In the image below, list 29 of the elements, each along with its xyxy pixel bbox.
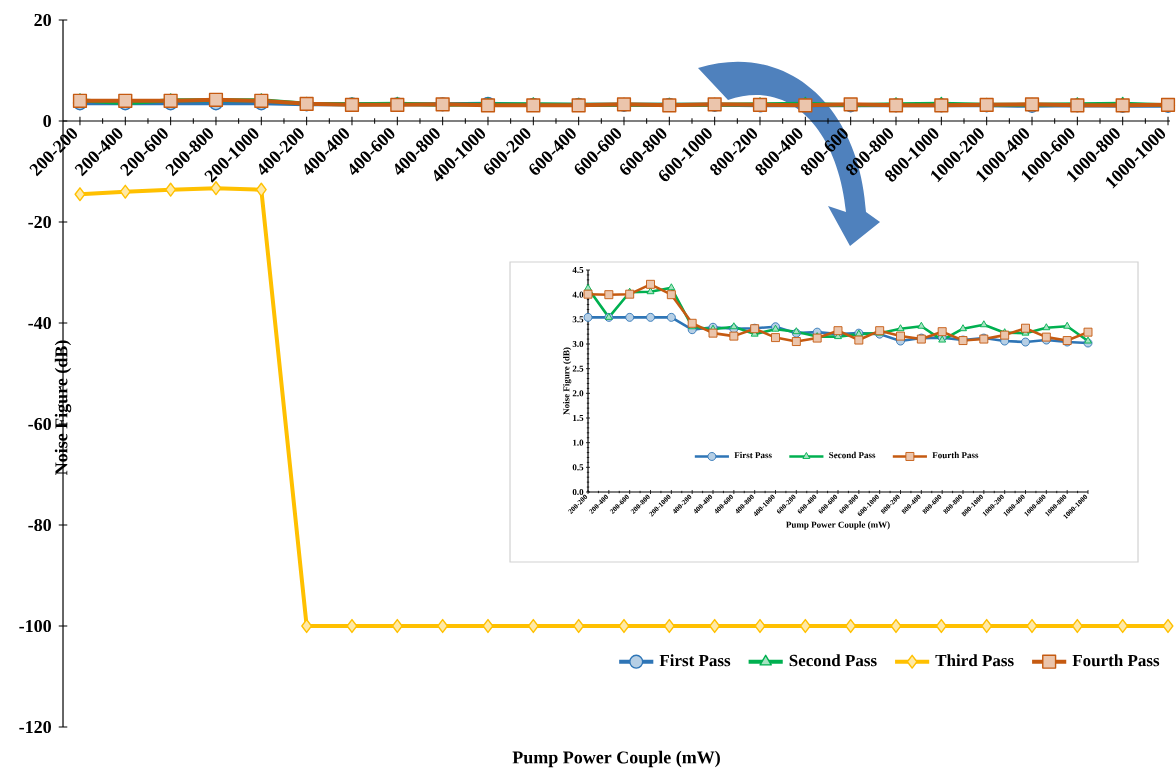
legend-label: First Pass <box>734 451 772 459</box>
y-tick-label: -120 <box>19 720 51 734</box>
y-tick-label: -100 <box>19 619 51 633</box>
y-tick-label: 1.5 <box>573 414 584 422</box>
y-tick-label: 0.0 <box>572 488 584 496</box>
legend-label: Fourth Pass <box>1072 654 1160 667</box>
y-tick-label: 3.0 <box>572 340 584 348</box>
legend-label: Second Pass <box>829 451 876 459</box>
y-tick-label: 4.0 <box>572 291 584 298</box>
y-tick-label: 2.0 <box>572 390 584 397</box>
legend-label: Second Pass <box>789 654 877 667</box>
y-tick-label: -20 <box>28 215 51 229</box>
y-tick-label: 20 <box>34 13 51 27</box>
x-axis-title: Pump Power Couple (mW) <box>512 750 720 768</box>
y-axis-title: Noise Figure (dB) <box>54 340 72 475</box>
y-tick-label: 0.5 <box>572 464 584 471</box>
y-tick-label: -40 <box>28 316 51 330</box>
y-axis-title: Noise Figure (dB) <box>563 347 572 415</box>
y-tick-label: 3.5 <box>572 316 584 323</box>
y-tick-label: -60 <box>28 417 51 431</box>
y-tick-label: 1.0 <box>573 439 584 446</box>
y-tick-label: 4.5 <box>572 266 584 274</box>
y-tick-label: -80 <box>28 518 51 532</box>
legend-label: Third Pass <box>935 654 1014 667</box>
legend-label: First Pass <box>659 654 731 667</box>
legend-label: Fourth Pass <box>932 451 979 459</box>
x-axis-title: Pump Power Couple (mW) <box>786 521 890 530</box>
y-tick-label: 2.5 <box>572 365 584 372</box>
y-tick-label: 0 <box>43 114 51 128</box>
